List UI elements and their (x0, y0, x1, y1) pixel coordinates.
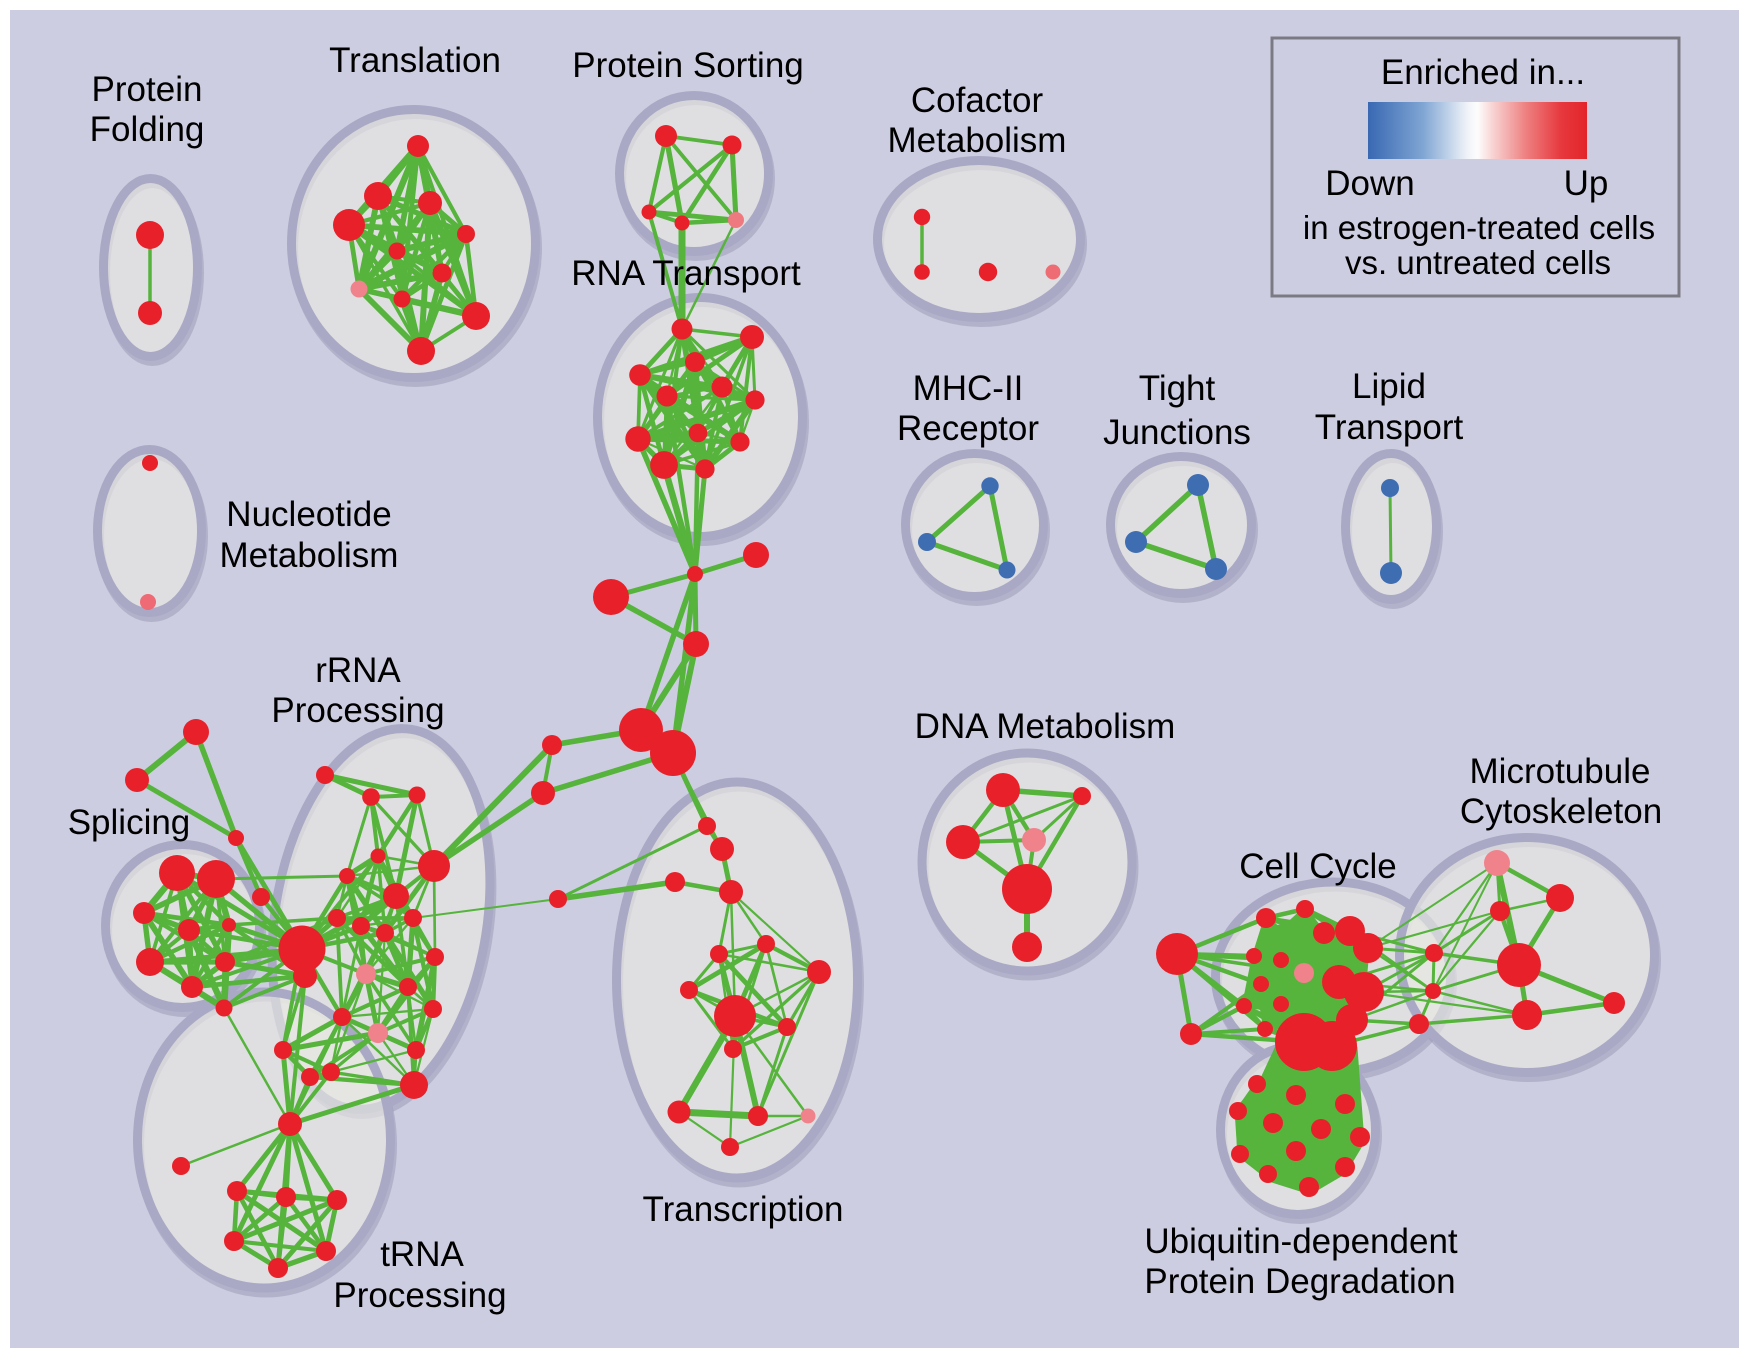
svg-text:Junctions: Junctions (1103, 413, 1251, 452)
svg-text:in estrogen-treated cells: in estrogen-treated cells (1303, 209, 1655, 246)
svg-text:Translation: Translation (329, 41, 501, 80)
svg-text:Up: Up (1564, 164, 1609, 203)
svg-text:DNA Metabolism: DNA Metabolism (915, 707, 1176, 746)
svg-text:Metabolism: Metabolism (220, 536, 399, 575)
svg-text:vs. untreated cells: vs. untreated cells (1345, 244, 1611, 281)
svg-text:Down: Down (1325, 164, 1414, 203)
svg-text:Enriched in...: Enriched in... (1381, 53, 1585, 92)
svg-text:Processing: Processing (333, 1276, 506, 1315)
svg-text:Protein Sorting: Protein Sorting (572, 46, 804, 85)
svg-text:Transport: Transport (1315, 408, 1464, 447)
svg-text:Metabolism: Metabolism (888, 121, 1067, 160)
svg-text:Splicing: Splicing (68, 803, 191, 842)
svg-text:Cell Cycle: Cell Cycle (1239, 847, 1397, 886)
svg-text:MHC-II: MHC-II (913, 369, 1024, 408)
svg-text:Ubiquitin-dependent: Ubiquitin-dependent (1144, 1222, 1458, 1261)
svg-text:Cofactor: Cofactor (911, 81, 1044, 120)
svg-text:Folding: Folding (90, 110, 205, 149)
svg-text:rRNA: rRNA (315, 651, 401, 690)
svg-text:Protein Degradation: Protein Degradation (1144, 1262, 1455, 1301)
svg-text:Cytoskeleton: Cytoskeleton (1460, 792, 1662, 831)
svg-text:Transcription: Transcription (643, 1190, 844, 1229)
svg-text:Nucleotide: Nucleotide (226, 495, 391, 534)
svg-text:Microtubule: Microtubule (1470, 752, 1651, 791)
svg-text:Processing: Processing (271, 691, 444, 730)
svg-text:Tight: Tight (1139, 369, 1216, 408)
svg-text:tRNA: tRNA (380, 1235, 464, 1274)
svg-text:Protein: Protein (92, 70, 203, 109)
svg-text:Receptor: Receptor (897, 409, 1039, 448)
svg-text:Lipid: Lipid (1352, 367, 1426, 406)
svg-text:RNA Transport: RNA Transport (571, 254, 801, 293)
